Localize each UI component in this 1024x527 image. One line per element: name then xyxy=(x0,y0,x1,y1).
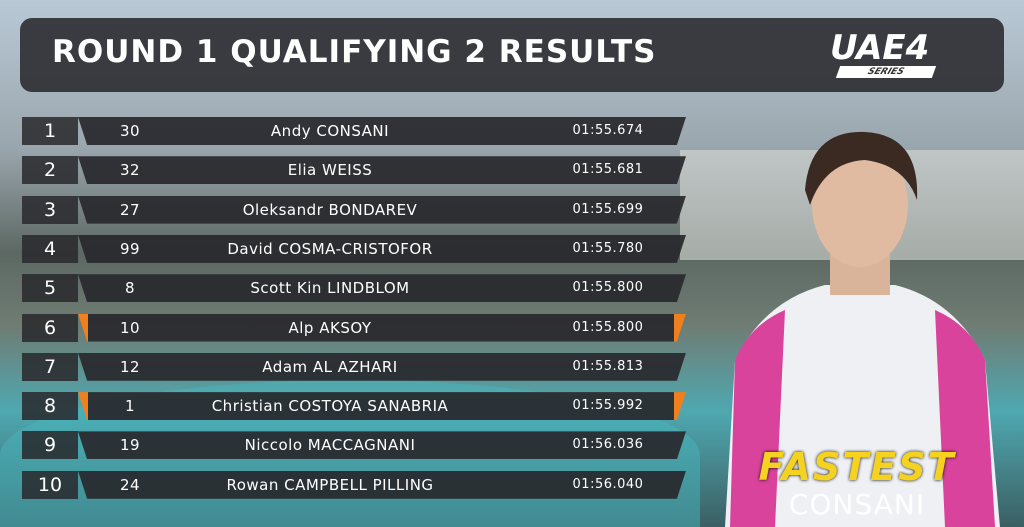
car-number: 24 xyxy=(119,475,141,494)
car-number: 10 xyxy=(119,318,141,337)
lap-time: 01:55.681 xyxy=(572,162,644,178)
position: 1 xyxy=(22,117,78,145)
lap-time: 01:55.800 xyxy=(572,280,644,296)
row-bar xyxy=(78,392,686,421)
car-number: 12 xyxy=(119,357,141,376)
car-number: 32 xyxy=(119,161,141,180)
lap-time: 01:55.992 xyxy=(572,398,644,414)
driver-name: Christian COSTOYA SANABRIA xyxy=(211,397,449,416)
driver-name: David COSMA-CRISTOFOR xyxy=(227,239,433,258)
car-number: 8 xyxy=(124,279,136,298)
driver-name: Rowan CAMPBELL PILLING xyxy=(226,475,434,494)
header-bar: ROUND 1 QUALIFYING 2 RESULTS UAE4 SERIES xyxy=(20,18,1004,92)
title: ROUND 1 QUALIFYING 2 RESULTS xyxy=(52,34,657,70)
fastest-label: FASTEST xyxy=(758,445,956,489)
driver-name: Adam AL AZHARI xyxy=(262,357,398,376)
driver-name: Oleksandr BONDAREV xyxy=(242,200,418,219)
lap-time: 01:55.780 xyxy=(572,240,644,256)
row-bar xyxy=(78,234,686,263)
lap-time: 01:56.040 xyxy=(572,476,644,492)
car-number: 1 xyxy=(124,397,136,416)
position: 5 xyxy=(22,274,78,303)
position: 9 xyxy=(22,431,78,460)
driver-name: Niccolo MACCAGNANI xyxy=(244,436,416,455)
driver-name: Scott Kin LINDBLOM xyxy=(250,279,410,298)
driver-photo xyxy=(725,131,1000,527)
row-bar xyxy=(78,195,686,224)
position: 8 xyxy=(22,392,78,421)
car-number: 99 xyxy=(119,239,141,258)
row-bar xyxy=(78,274,686,303)
lap-time: 01:55.800 xyxy=(572,319,644,335)
lap-time: 01:55.699 xyxy=(572,201,644,217)
position: 4 xyxy=(22,234,78,263)
lap-time: 01:55.813 xyxy=(572,358,644,374)
car-number: 30 xyxy=(119,122,141,140)
row-bar xyxy=(78,431,686,460)
row-bar xyxy=(78,117,686,145)
row-bar xyxy=(78,352,686,381)
driver-name: Andy CONSANI xyxy=(270,122,390,140)
position: 10 xyxy=(22,470,78,499)
driver-name: Alp AKSOY xyxy=(288,318,372,337)
row-bar xyxy=(78,156,686,185)
position: 7 xyxy=(22,352,78,381)
lap-time: 01:56.036 xyxy=(572,437,644,453)
row-bar xyxy=(78,470,686,499)
row-bar xyxy=(78,313,686,342)
car-number: 19 xyxy=(119,436,141,455)
position: 2 xyxy=(22,156,78,185)
fastest-driver: CONSANI xyxy=(788,488,926,521)
logo: UAE4 xyxy=(830,28,930,68)
logo-subtitle: SERIES xyxy=(835,66,936,78)
position: 6 xyxy=(22,313,78,342)
lap-time: 01:55.674 xyxy=(572,123,644,138)
driver-name: Elia WEISS xyxy=(287,161,373,180)
car-number: 27 xyxy=(119,200,141,219)
position: 3 xyxy=(22,195,78,224)
